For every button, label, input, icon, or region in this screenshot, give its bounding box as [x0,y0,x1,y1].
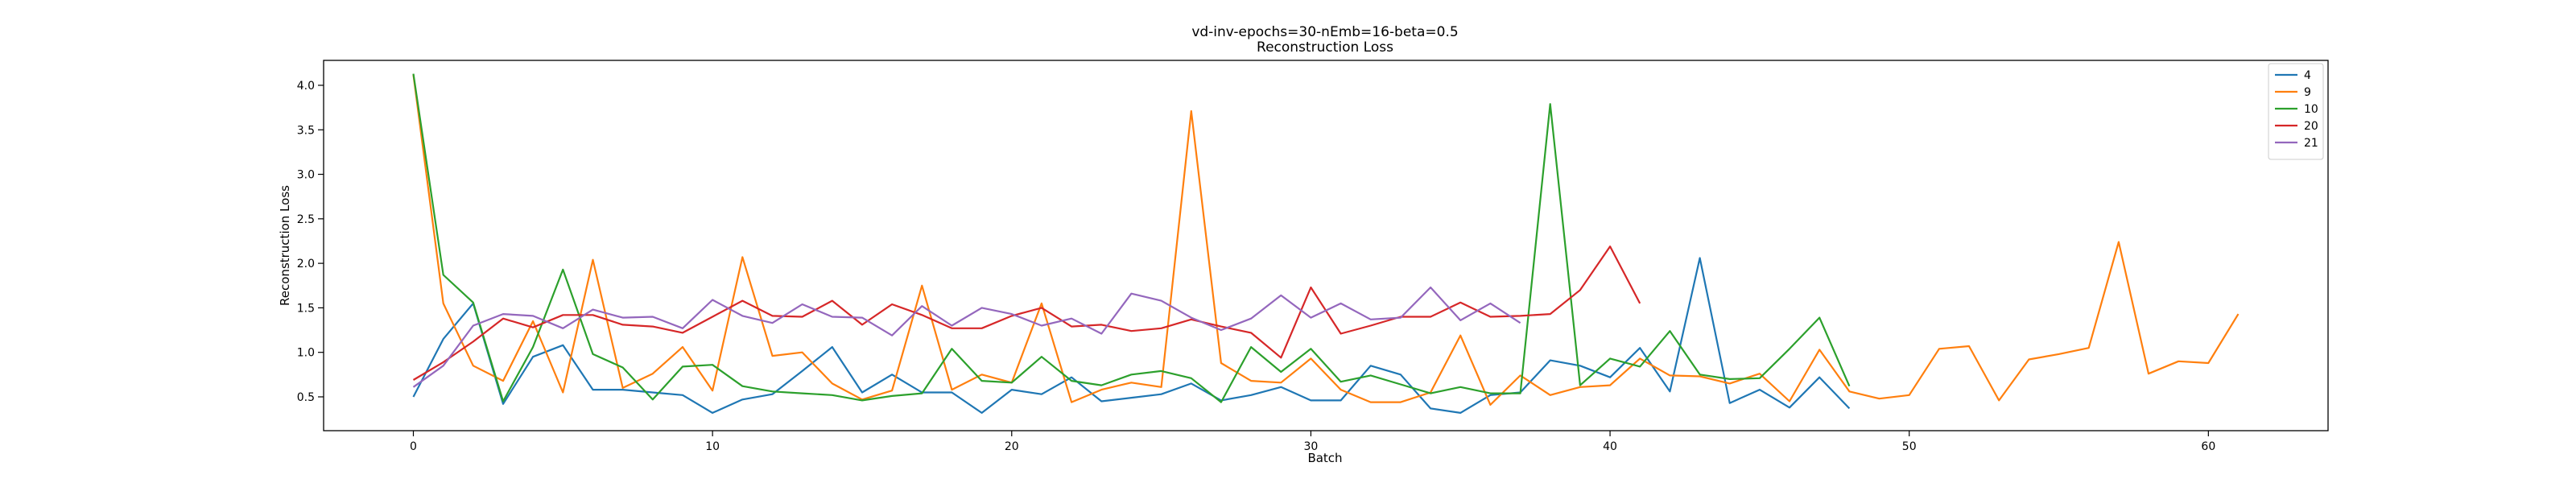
y-axis: 0.5 1.0 1.5 2.0 2.5 3.0 3.5 4.0 [297,80,324,404]
series-lines [412,73,2240,415]
legend: 4 9 10 20 21 [2268,63,2324,160]
legend-label: 9 [2304,86,2311,99]
y-tick-label: 3.5 [297,124,315,137]
y-tick-label: 2.0 [297,258,315,270]
legend-label: 10 [2304,103,2318,116]
x-tick-label: 0 [410,440,417,453]
x-axis-label: Batch [1307,451,1342,465]
y-tick-label: 2.5 [297,213,315,226]
x-tick-label: 30 [1304,440,1319,453]
legend-label: 21 [2304,137,2318,150]
y-tick-label: 1.0 [297,347,315,360]
legend-label: 4 [2304,69,2311,82]
y-axis-label: Reconstruction Loss [278,185,292,306]
chart-subtitle: Reconstruction Loss [1257,39,1393,56]
x-axis: 0 10 20 30 40 50 60 [410,431,2215,453]
legend-box [2268,63,2324,160]
y-tick-label: 4.0 [297,80,315,93]
y-tick-label: 0.5 [297,391,315,404]
x-tick-label: 20 [1005,440,1019,453]
chart-title: vd-inv-epochs=30-nEmb=16-beta=0.5 [1191,24,1458,40]
series-line-20 [412,246,1641,381]
series-line-21 [412,286,1521,388]
x-tick-label: 60 [2201,440,2215,453]
series-line-4 [412,257,1851,415]
x-tick-label: 50 [1902,440,1917,453]
x-tick-label: 40 [1603,440,1617,453]
legend-label: 20 [2304,120,2318,133]
y-tick-label: 1.5 [297,302,315,315]
series-line-10 [412,73,1851,403]
y-tick-label: 3.0 [297,169,315,182]
x-tick-label: 10 [705,440,720,453]
